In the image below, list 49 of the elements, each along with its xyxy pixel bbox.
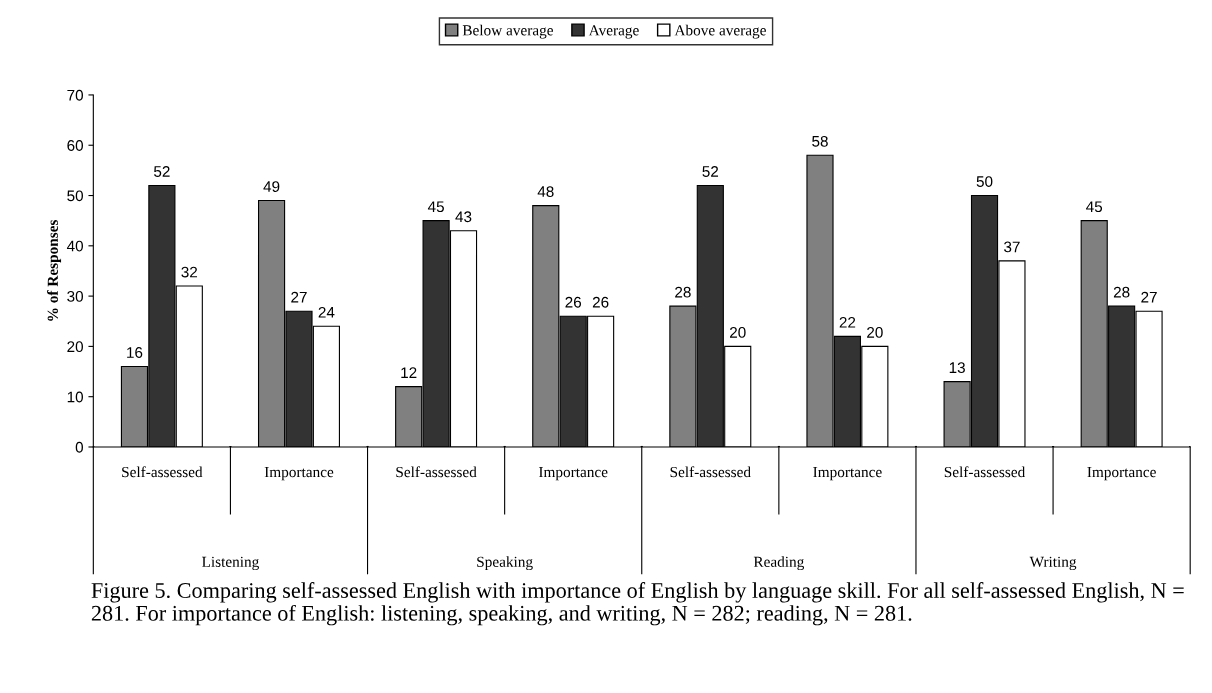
data-label: 32 — [181, 266, 198, 278]
text: Reading — [753, 556, 805, 571]
y-tick-label: 30 — [67, 290, 84, 302]
data-label: 28 — [675, 286, 691, 298]
data-label: 13 — [949, 362, 965, 374]
data-label: 26 — [565, 296, 582, 308]
legend-label: Average — [588, 25, 639, 39]
y-tick-label: 0 — [75, 441, 83, 453]
data-label: 22 — [839, 316, 856, 328]
y-tick-label: 70 — [67, 89, 84, 101]
text: Listening — [202, 556, 259, 571]
data-label: 52 — [153, 166, 170, 177]
y-tick-label: 10 — [67, 391, 84, 403]
x-tick-label: Self-assessed — [122, 466, 203, 478]
y-axis-title: % of Responses — [47, 219, 62, 321]
data-label: 27 — [291, 291, 307, 303]
x-tick-label: Importance — [813, 467, 882, 481]
caption: Figure 5. Comparing self-assessed English with importance of English by language skill. For all self-assessed English, N = 281. For importance of English: listening, speaking, and writing, N = 282; reading, N = 281. — [91, 582, 1184, 626]
data-label: 27 — [1141, 291, 1157, 303]
data-label: 50 — [976, 176, 993, 187]
x-tick-label: Self-assessed — [944, 466, 1026, 478]
data-label: 43 — [455, 211, 472, 223]
data-label: 58 — [812, 135, 828, 147]
legend-label: Below average — [462, 24, 553, 39]
data-label: 28 — [1113, 286, 1130, 298]
x-tick-label: Importance — [538, 467, 608, 481]
data-label: 45 — [1086, 201, 1103, 213]
data-label: 20 — [730, 327, 746, 338]
text: Speaking — [477, 556, 533, 571]
data-label: 24 — [318, 306, 335, 318]
data-label: 16 — [127, 347, 143, 358]
x-tick-label: Importance — [1087, 467, 1156, 481]
text: Writing — [1029, 556, 1077, 571]
data-label: 26 — [592, 296, 609, 308]
x-tick-label: Self-assessed — [396, 466, 477, 478]
data-label: 20 — [867, 327, 883, 338]
data-label: 52 — [702, 166, 719, 177]
data-label: 49 — [263, 181, 280, 192]
data-label: 12 — [401, 367, 417, 378]
y-tick-label: 20 — [67, 341, 84, 353]
data-label: 45 — [427, 201, 444, 213]
y-tick-label: 60 — [67, 140, 84, 151]
x-tick-label: Importance — [264, 467, 334, 481]
y-tick-label: 40 — [66, 240, 84, 252]
legend-label: Above average — [674, 24, 766, 39]
data-label: 37 — [1004, 241, 1020, 253]
x-tick-label: Self-assessed — [670, 466, 751, 478]
data-label: 48 — [537, 186, 554, 198]
y-tick-label: 50 — [67, 190, 84, 202]
